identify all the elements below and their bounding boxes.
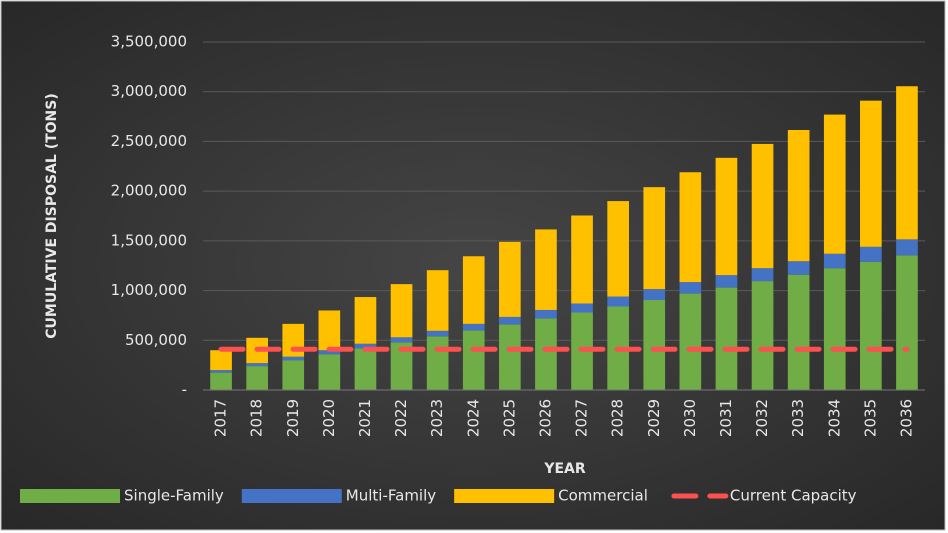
bar-segment (751, 268, 774, 282)
legend-swatch (454, 489, 555, 503)
x-tick-label: 2027 (573, 399, 591, 437)
y-tick-label: 1,500,000 (111, 231, 187, 249)
bar-segment (787, 274, 810, 390)
bar-segment (462, 323, 485, 331)
bar-segment (643, 187, 666, 290)
y-tick-label: 500,000 (125, 331, 187, 349)
bar-segment (787, 261, 810, 275)
bar-segment (896, 86, 918, 240)
bar-segment (643, 289, 666, 301)
bar-segment (715, 287, 738, 390)
bar-segment (390, 284, 413, 338)
bar-segment (715, 157, 738, 276)
bar-segment (282, 356, 305, 361)
legend-label: Commercial (558, 487, 648, 505)
x-tick-label: 2022 (392, 399, 410, 437)
bar-segment (426, 336, 449, 390)
bar-segment (535, 318, 557, 390)
bar-segment (426, 270, 449, 331)
bar-segment (210, 370, 232, 373)
x-tick-label: 2031 (717, 399, 735, 437)
bar-segment (354, 343, 377, 349)
legend-label: Multi-Family (346, 487, 436, 505)
bar-segment (860, 261, 882, 390)
bar-segment (787, 129, 810, 262)
legend-label: Single-Family (124, 487, 224, 505)
y-tick-label: 2,000,000 (111, 182, 187, 200)
bar-segment (896, 239, 918, 256)
x-tick-label: 2032 (753, 399, 771, 437)
bar-segment (715, 275, 738, 288)
bar-segment (210, 350, 232, 371)
bar-segment (499, 316, 521, 325)
bar-segment (823, 253, 846, 269)
bar-segment (282, 360, 305, 390)
bar-segment (462, 330, 485, 390)
x-tick-label: 2026 (536, 399, 554, 437)
x-tick-label: 2029 (645, 399, 663, 437)
bar-segment (607, 296, 629, 307)
y-tick-label: 2,500,000 (111, 132, 187, 150)
bar-segment (860, 246, 882, 262)
x-tick-label: 2018 (248, 399, 266, 437)
bar-segment (751, 143, 774, 269)
x-tick-label: 2033 (789, 399, 807, 437)
bar-segment (643, 300, 666, 390)
bar-segment (823, 114, 846, 254)
bar-segment (354, 348, 377, 390)
x-tick-label: 2025 (500, 399, 518, 437)
x-tick-label: 2020 (320, 399, 338, 437)
x-tick-label: 2030 (681, 399, 699, 437)
bar-segment (679, 172, 702, 283)
bar-segment (607, 201, 629, 297)
bar-segment (246, 366, 268, 390)
x-tick-label: 2036 (897, 399, 915, 437)
bar-segment (571, 215, 593, 304)
x-tick-label: 2021 (356, 399, 374, 437)
x-tick-label: 2024 (464, 399, 482, 437)
bar-segment (535, 229, 557, 310)
bar-segment (499, 324, 521, 390)
x-tick-label: 2023 (428, 399, 446, 437)
bar-segment (282, 323, 305, 357)
bar-segment (896, 255, 918, 390)
y-tick-label: - (182, 381, 187, 399)
legend-label: Current Capacity (730, 487, 857, 505)
y-axis-label: CUMULATIVE DISPOSAL (TONS) (44, 93, 60, 338)
bar-segment (679, 293, 702, 390)
y-tick-label: 1,000,000 (111, 281, 187, 299)
bar-segment (210, 372, 232, 390)
y-tick-label: 3,500,000 (111, 33, 187, 51)
y-tick-label: 3,000,000 (111, 82, 187, 100)
x-tick-label: 2019 (284, 399, 302, 437)
bar-segment (390, 342, 413, 390)
legend-swatch (20, 489, 120, 503)
bar-segment (462, 256, 485, 324)
x-tick-label: 2028 (609, 399, 627, 437)
bar-segment (318, 354, 341, 390)
x-axis-label: YEAR (543, 461, 586, 477)
bar-segment (426, 330, 449, 337)
legend-swatch (241, 489, 342, 503)
bar-segment (246, 363, 268, 367)
bar-segment (535, 309, 557, 319)
bar-segment (390, 337, 413, 343)
bar-segment (823, 268, 846, 390)
x-tick-label: 2017 (212, 399, 230, 437)
bar-segment (318, 310, 341, 351)
bar-segment (751, 281, 774, 390)
x-tick-label: 2034 (825, 399, 843, 437)
bar-segment (571, 303, 593, 313)
bar-segment (679, 282, 702, 294)
bar-segment (860, 100, 882, 247)
bar-segment (318, 350, 341, 355)
x-tick-label: 2035 (861, 399, 879, 437)
bar-segment (354, 297, 377, 344)
bar-segment (499, 241, 521, 317)
